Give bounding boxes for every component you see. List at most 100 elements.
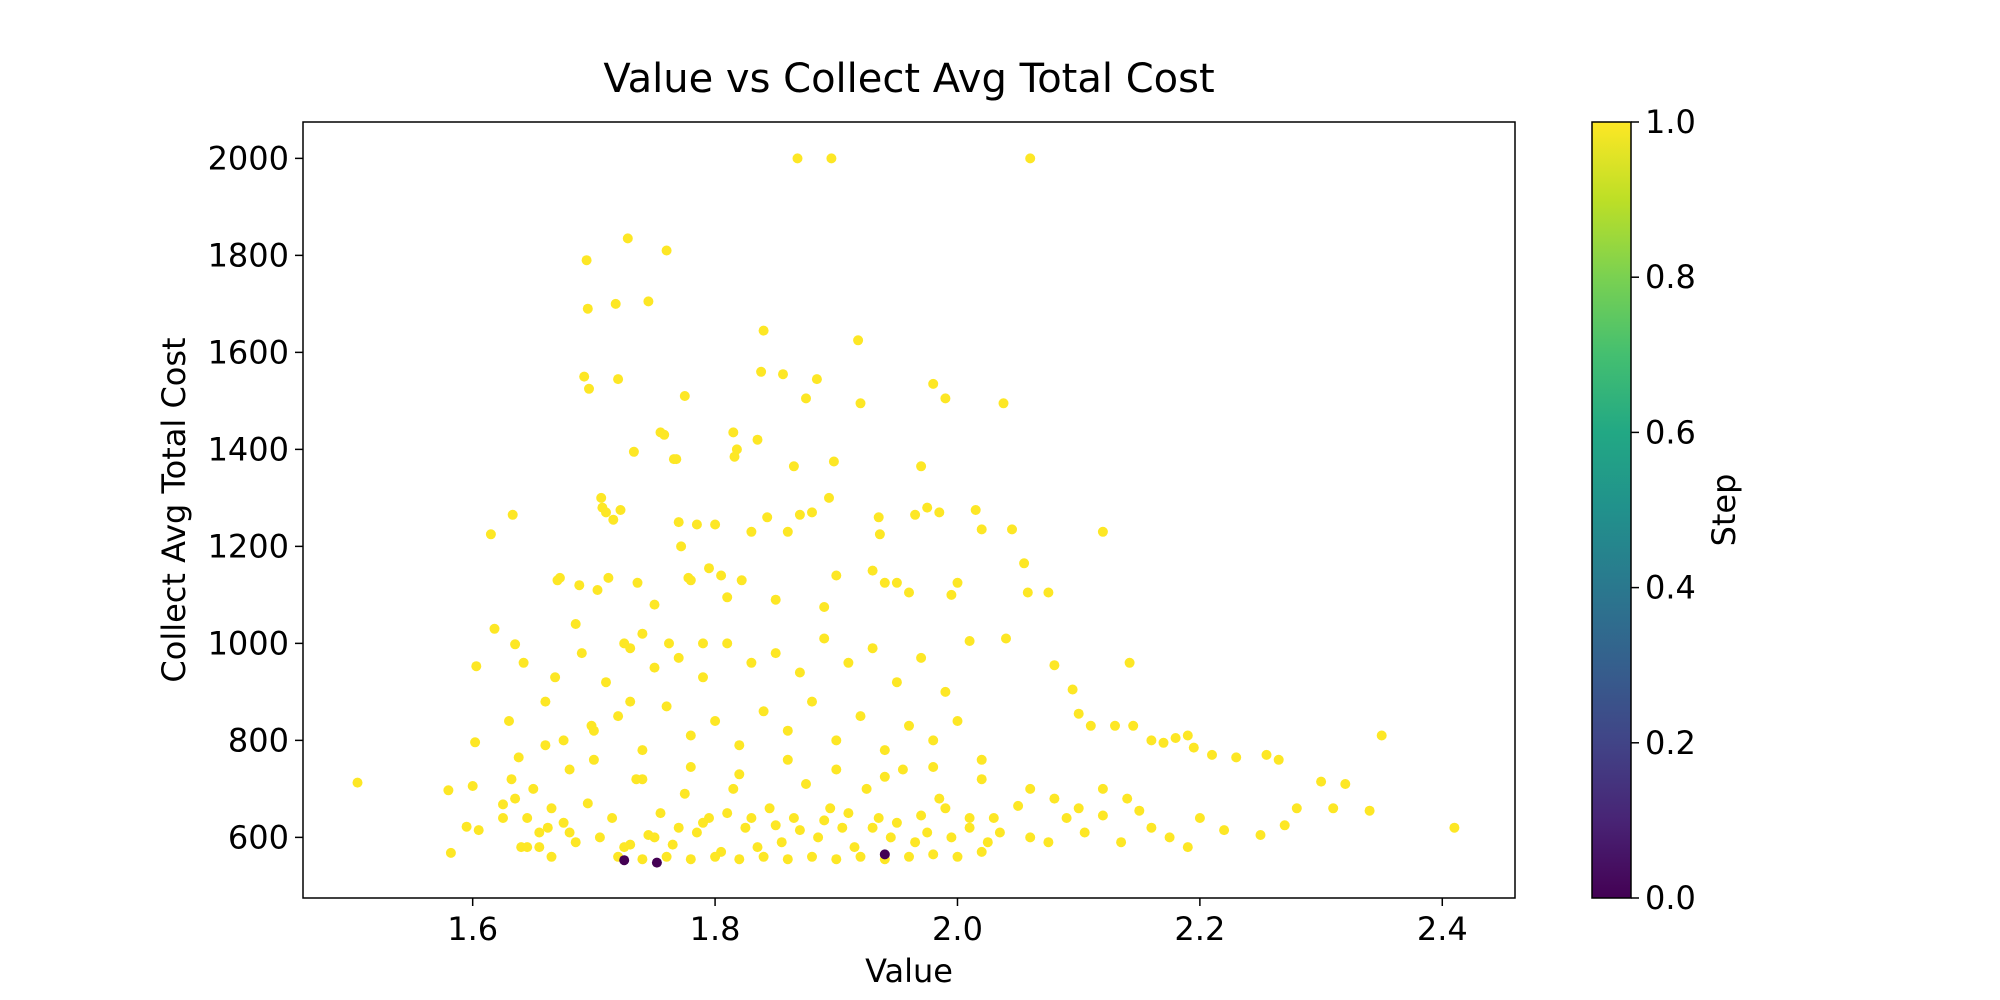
data-point [685,762,696,772]
data-point [592,585,603,595]
data-point [564,764,575,775]
data-point [788,461,799,472]
data-point [976,774,987,785]
data-point [467,781,478,791]
data-point [740,822,751,833]
data-point [581,255,592,266]
y-tick-label: 1800 [208,236,289,274]
data-point [828,456,839,467]
plot-frame [302,121,1516,899]
data-point [1019,558,1030,569]
data-point [946,832,957,843]
data-point [994,827,1005,838]
data-point [550,672,561,683]
data-point [922,827,933,838]
data-point [879,771,890,782]
data-point [576,648,587,659]
data-point [625,839,636,850]
data-point [916,461,927,472]
data-point [782,754,793,765]
data-point [676,541,687,552]
data-point [861,783,872,794]
data-point [637,628,648,639]
x-axis-ticks: 1.6 1.8 2.0 2.2 2.4 [447,898,1468,948]
data-point [855,851,866,862]
data-point [518,657,529,668]
data-point [998,398,1009,409]
data-point [710,716,721,726]
data-point [910,509,921,520]
data-point [601,677,611,688]
data-point [731,444,742,455]
colorbar-tick-label: 0.2 [1645,724,1696,762]
data-point [934,793,945,804]
data-point [778,369,788,380]
data-point [1182,730,1193,741]
data-point [952,851,963,862]
data-point [1022,587,1033,598]
data-points [352,153,1460,868]
data-point [506,774,517,785]
data-point [794,825,805,836]
data-point [1146,735,1157,746]
y-tick-label: 1000 [208,624,289,662]
data-point [807,507,817,518]
data-point [1097,783,1108,794]
data-point [879,577,890,588]
data-point [831,854,842,865]
y-axis-ticks: 600 800 1000 1200 1400 1600 1800 2000 [208,139,303,856]
data-point [522,842,533,853]
data-point [698,638,708,649]
data-point [811,374,822,385]
colorbar-tick-label: 1.0 [1645,103,1696,141]
data-point [976,754,987,765]
data-point [722,638,733,649]
data-point [819,633,830,644]
data-point [1364,805,1375,816]
data-point [489,623,500,634]
data-point [849,842,860,853]
data-point [794,509,805,520]
data-point [582,303,593,314]
data-point [661,245,672,256]
data-point [637,774,648,785]
data-point [558,735,569,746]
data-point [461,821,472,832]
data-point [1061,813,1072,823]
data-point [1170,733,1181,743]
data-point [843,657,854,668]
data-point [1079,827,1090,838]
data-point [554,572,565,583]
data-point [507,509,518,520]
data-point [659,429,670,440]
data-point [1043,837,1054,848]
data-point [770,820,781,831]
data-point [734,769,745,780]
data-point [671,454,682,465]
data-point [752,842,763,853]
data-point [897,764,908,775]
data-point [853,335,864,346]
data-point [471,661,482,672]
data-point [728,783,739,794]
data-point [574,580,585,591]
data-point [570,837,581,848]
data-point [504,716,514,726]
data-point [522,813,533,823]
data-point [758,706,769,717]
data-point [579,371,590,382]
data-point [825,803,836,814]
data-point [485,529,496,540]
data-point [770,648,781,659]
data-point [952,577,963,588]
data-point [588,725,599,736]
data-point [716,570,727,581]
data-point [736,575,747,586]
data-point [1025,832,1036,843]
data-point [928,849,939,860]
data-point [710,519,721,530]
data-point [826,153,837,164]
data-point [649,832,660,843]
data-point [661,701,672,712]
data-point [891,577,902,588]
